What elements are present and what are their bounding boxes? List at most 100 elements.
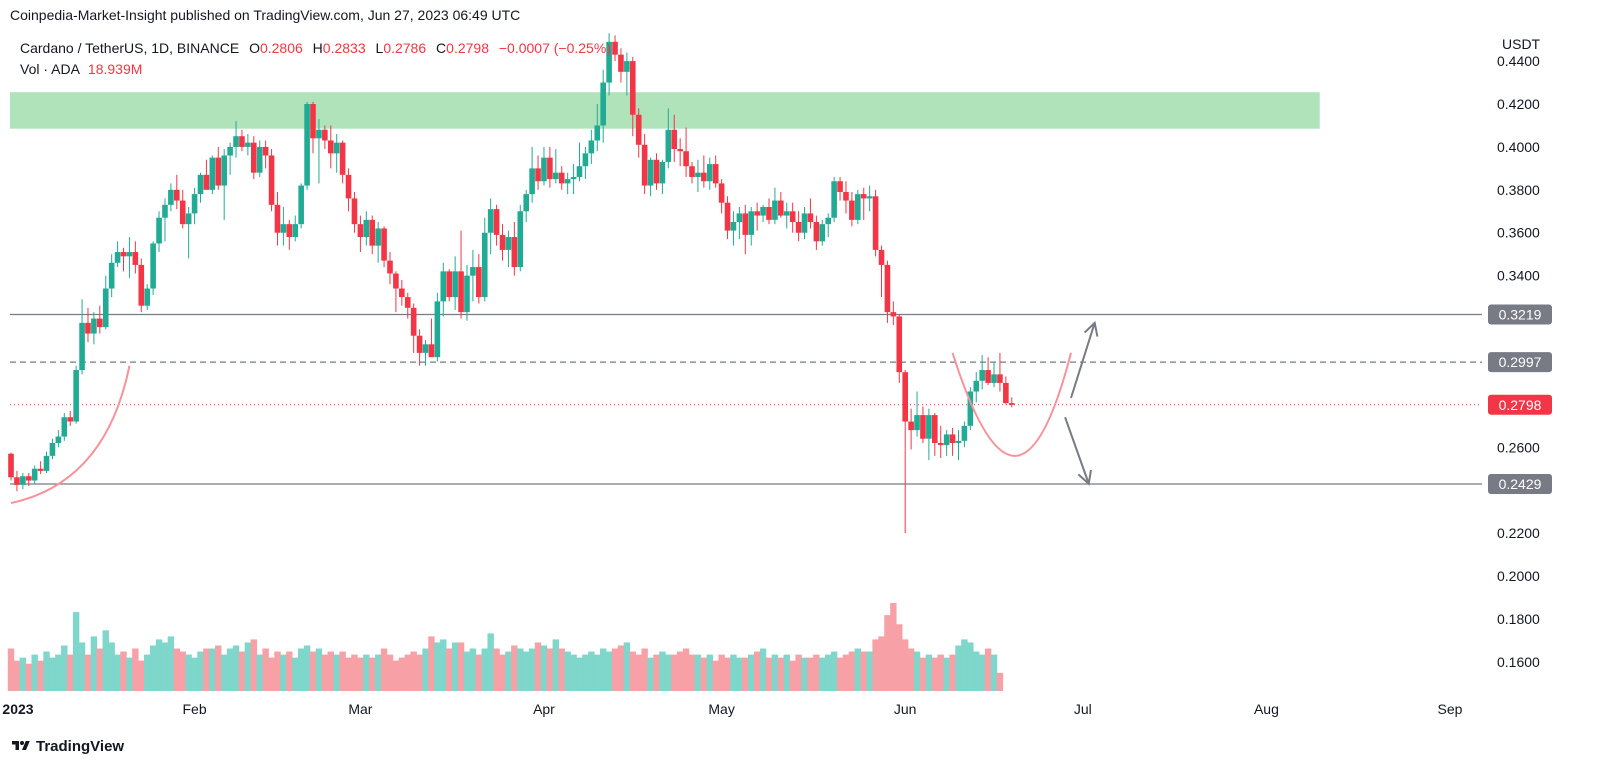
- candle-body[interactable]: [600, 82, 606, 126]
- tradingview-brand[interactable]: TradingView: [10, 736, 124, 756]
- candle-body[interactable]: [914, 415, 920, 431]
- candle-body[interactable]: [452, 271, 458, 298]
- candle-body[interactable]: [179, 200, 186, 225]
- candle-body[interactable]: [233, 136, 239, 147]
- candle-body[interactable]: [671, 129, 678, 150]
- candle-body[interactable]: [831, 181, 837, 218]
- candle-body[interactable]: [132, 252, 139, 265]
- candle-body[interactable]: [245, 142, 251, 147]
- candle-body[interactable]: [683, 151, 689, 167]
- candle-body[interactable]: [789, 211, 796, 223]
- trend-arrow[interactable]: [1070, 322, 1096, 399]
- candle-body[interactable]: [570, 176, 577, 180]
- candle-body[interactable]: [49, 442, 56, 456]
- candle-body[interactable]: [973, 380, 980, 392]
- candle-body[interactable]: [517, 211, 524, 268]
- candle-body[interactable]: [416, 335, 423, 353]
- candle-body[interactable]: [250, 142, 257, 173]
- candle-body[interactable]: [884, 264, 891, 313]
- candle-body[interactable]: [908, 421, 914, 431]
- candle-body[interactable]: [274, 204, 281, 233]
- candle-body[interactable]: [695, 172, 701, 177]
- candle-body[interactable]: [653, 159, 660, 184]
- candle-body[interactable]: [393, 273, 399, 289]
- candle-body[interactable]: [985, 370, 991, 383]
- candle-body[interactable]: [742, 213, 749, 235]
- candle-body[interactable]: [292, 224, 299, 238]
- candle-body[interactable]: [97, 318, 103, 328]
- candle-body[interactable]: [706, 164, 713, 182]
- candle-body[interactable]: [499, 234, 506, 250]
- candle-body[interactable]: [967, 391, 974, 426]
- candle-body[interactable]: [843, 191, 849, 201]
- candle-body[interactable]: [612, 41, 618, 55]
- candle-body[interactable]: [724, 202, 731, 231]
- candle-body[interactable]: [997, 374, 1003, 383]
- candle-body[interactable]: [215, 157, 222, 186]
- candle-body[interactable]: [150, 243, 156, 289]
- candle-body[interactable]: [14, 477, 20, 485]
- candle-body[interactable]: [322, 129, 328, 141]
- candle-body[interactable]: [890, 312, 897, 317]
- candle-body[interactable]: [428, 344, 435, 358]
- candle-body[interactable]: [363, 219, 370, 238]
- candle-body[interactable]: [801, 213, 808, 233]
- candle-body[interactable]: [1003, 382, 1009, 404]
- candle-body[interactable]: [813, 222, 820, 242]
- candle-body[interactable]: [837, 181, 843, 192]
- candle-body[interactable]: [404, 297, 411, 308]
- candle-body[interactable]: [310, 104, 316, 139]
- candle-body[interactable]: [280, 224, 287, 233]
- candle-body[interactable]: [647, 159, 654, 186]
- candle-body[interactable]: [333, 142, 340, 154]
- candle-body[interactable]: [932, 415, 938, 443]
- candle-body[interactable]: [689, 166, 695, 177]
- candle-body[interactable]: [298, 185, 304, 225]
- candle-body[interactable]: [262, 146, 269, 156]
- candle-body[interactable]: [138, 264, 145, 306]
- candle-body[interactable]: [878, 249, 885, 265]
- candle-body[interactable]: [221, 155, 227, 186]
- candle-body[interactable]: [387, 260, 393, 274]
- candle-body[interactable]: [43, 455, 50, 471]
- pattern-curve[interactable]: [10, 365, 131, 505]
- candle-body[interactable]: [511, 237, 518, 268]
- candle-body[interactable]: [446, 271, 453, 298]
- candle-body[interactable]: [629, 61, 636, 115]
- candle-body[interactable]: [91, 318, 97, 334]
- candle-body[interactable]: [339, 142, 346, 175]
- candle-body[interactable]: [369, 219, 376, 246]
- candle-body[interactable]: [505, 237, 512, 250]
- candle-body[interactable]: [174, 189, 180, 201]
- candle-body[interactable]: [25, 476, 32, 481]
- candle-body[interactable]: [795, 222, 802, 233]
- candle-body[interactable]: [268, 155, 275, 205]
- candle-body[interactable]: [67, 417, 74, 422]
- candle-body[interactable]: [541, 157, 547, 182]
- candle-body[interactable]: [156, 217, 162, 244]
- candle-body[interactable]: [736, 213, 743, 223]
- trend-arrow[interactable]: [1064, 416, 1090, 485]
- candle-body[interactable]: [979, 370, 985, 381]
- candle-body[interactable]: [1008, 403, 1015, 405]
- candle-body[interactable]: [61, 417, 68, 437]
- candle-body[interactable]: [8, 453, 14, 478]
- candle-body[interactable]: [55, 436, 62, 443]
- candle-body[interactable]: [304, 104, 310, 186]
- candle-body[interactable]: [588, 140, 595, 154]
- candle-body[interactable]: [239, 136, 245, 147]
- candle-body[interactable]: [618, 54, 624, 72]
- candle-body[interactable]: [558, 172, 565, 184]
- candle-body[interactable]: [606, 41, 612, 83]
- candle-body[interactable]: [772, 200, 778, 220]
- candle-body[interactable]: [576, 166, 583, 177]
- candle-body[interactable]: [825, 217, 832, 225]
- candle-body[interactable]: [553, 172, 559, 180]
- candle-body[interactable]: [493, 209, 500, 235]
- candle-body[interactable]: [961, 425, 968, 441]
- candle-body[interactable]: [37, 468, 44, 471]
- candle-body[interactable]: [476, 267, 482, 298]
- candle-body[interactable]: [547, 157, 553, 180]
- candle-body[interactable]: [926, 415, 932, 439]
